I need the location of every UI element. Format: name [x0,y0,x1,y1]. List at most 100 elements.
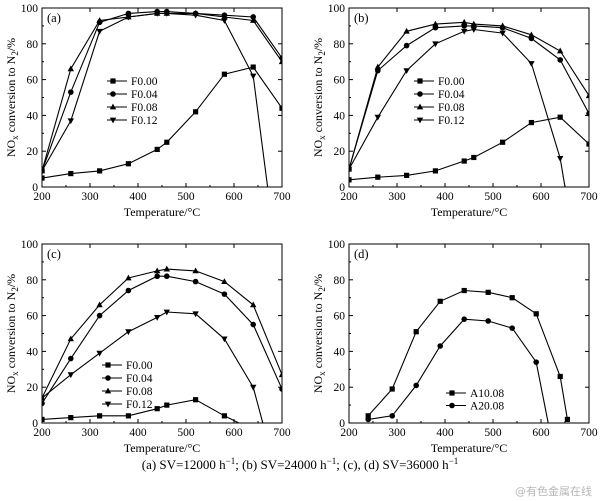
data-point [125,413,131,419]
y-axis-label-part: NO [311,140,325,158]
data-point [403,68,410,75]
data-point [250,64,256,70]
y-tick-label: 60 [27,311,39,323]
data-point [485,318,492,324]
y-tick-label: 20 [27,146,39,158]
data-point [154,273,160,280]
data-point [533,359,539,365]
data-point [125,274,132,281]
data-point [278,371,282,378]
data-point [125,329,132,336]
legend-marker [109,117,117,124]
plot-frame [41,243,283,424]
series-f0-08 [42,9,282,174]
chart-panels: 200 300 400 500 600 700020406080100Temperatur… [4,3,598,455]
legend-label: F0.04 [131,89,158,101]
series-a20-08 [365,316,549,423]
data-point [250,384,257,391]
caption-part-c: ; (c), (d) SV=36000 h [336,457,449,472]
y-axis-label-part: x [317,135,327,140]
x-tick-label: 200 [33,191,51,203]
data-point [163,265,170,272]
series-line [42,311,264,423]
series-f0-04 [349,23,589,172]
y-tick-label: 100 [21,239,39,251]
series-line [349,28,566,187]
y-tick-label: 40 [27,346,39,358]
legend-marker [105,362,111,368]
data-point [470,27,477,33]
data-point [389,386,395,392]
data-point [163,309,170,316]
x-tick-label: 500 [484,427,502,439]
y-tick-label: 0 [32,418,38,430]
series-line [367,289,568,420]
data-point [97,413,103,419]
series-f0-08 [42,265,282,401]
data-point [125,161,131,167]
x-tick-label: 700 [273,191,291,203]
y-tick-label: 60 [334,311,346,323]
y-tick-label: 20 [27,382,39,394]
data-point [250,301,257,308]
data-point [528,61,535,67]
legend-marker [109,103,117,110]
data-point [42,416,45,423]
y-axis-label: NOx conversion to N2/% [4,274,20,393]
data-point [97,168,103,174]
data-point [192,12,199,19]
data-point [192,267,199,274]
plot-frame [348,243,590,424]
y-tick-label: 80 [27,275,39,287]
data-point [432,41,439,48]
panel-label: (b) [354,11,369,25]
caption-part-b: ; (b) SV=24000 h [235,457,327,472]
series-f0-12 [42,10,269,187]
y-axis-label-part: conversion to N [311,55,325,135]
data-point [68,170,74,177]
data-point [557,373,563,380]
y-tick-label: 100 [21,3,39,15]
data-point [461,316,468,322]
y-axis-label-part: 2 [317,287,327,292]
data-point [374,63,381,70]
data-point [164,139,170,145]
legend-label: F0.08 [126,386,153,398]
series-line [42,12,282,172]
data-point [125,287,132,294]
data-point [96,312,103,319]
data-point [413,382,420,389]
legend-marker [104,401,112,408]
data-point [432,168,438,174]
legend-marker [105,375,111,381]
data-point [528,119,534,126]
data-point [193,109,199,115]
x-axis-label: Temperature/°C [431,205,508,219]
data-point [250,73,257,80]
data-point [403,27,410,34]
legend-label: A10.08 [470,388,504,400]
legend-label: A20.08 [470,401,504,413]
x-tick-label: 400 [129,191,147,203]
data-point [500,139,506,145]
data-point [67,65,74,72]
data-point [221,336,228,343]
y-axis-label: NOx conversion to N2/% [311,274,327,393]
y-tick-label: 40 [334,346,346,358]
chart-panel-4: 200 300 400 500 600 700 0 20 40 60 80 100 Temperatur… [311,239,598,455]
data-point [42,400,45,407]
y-axis-label-part: NO [4,376,18,394]
x-tick-label: 500 [484,191,502,203]
figure-caption: (a) SV=12000 h−1; (b) SV=24000 h−1; (c),… [142,456,459,472]
x-tick-label: 300 [81,427,99,439]
y-tick-label: 80 [334,39,346,51]
y-axis-label-part: /% [311,38,325,51]
y-axis-label-part: /% [4,274,18,287]
data-point [413,329,419,335]
series-f0-04 [42,8,282,174]
data-point [365,416,372,423]
data-point [528,31,535,38]
panel-label: (d) [354,247,369,261]
data-point [163,10,170,17]
